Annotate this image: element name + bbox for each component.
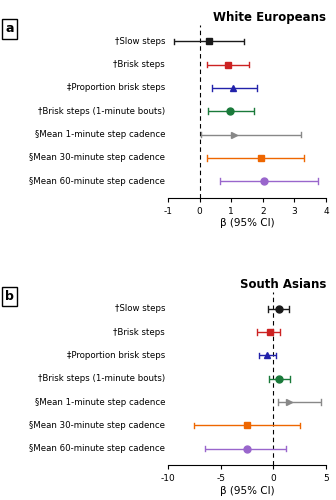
X-axis label: β (95% CI): β (95% CI) <box>220 218 274 228</box>
Text: b: b <box>5 290 14 303</box>
X-axis label: β (95% CI): β (95% CI) <box>220 486 274 496</box>
Text: a: a <box>5 22 13 36</box>
Text: White Europeans: White Europeans <box>213 11 326 24</box>
Text: South Asians: South Asians <box>240 278 326 291</box>
